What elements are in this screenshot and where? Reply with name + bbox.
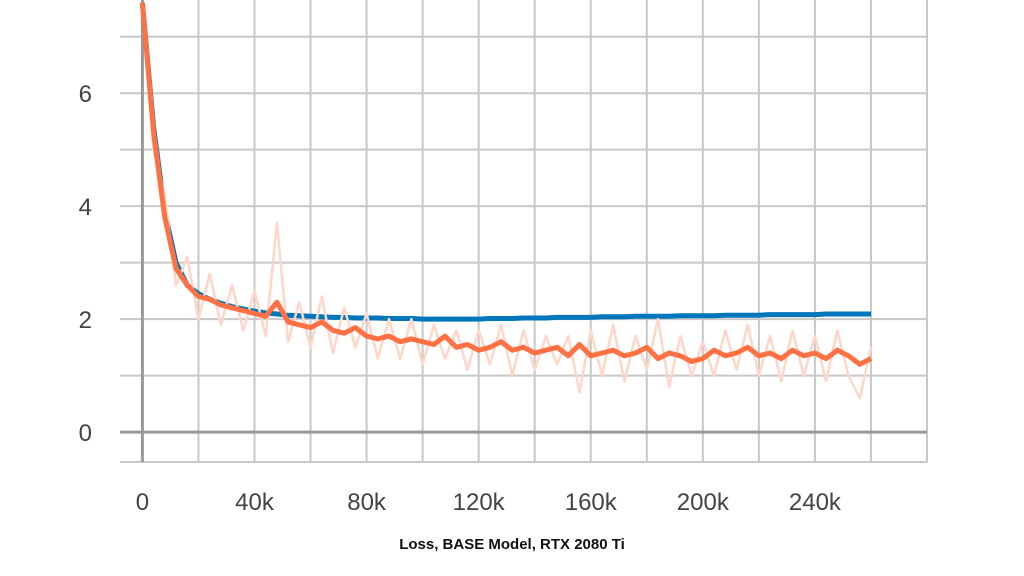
x-tick-label: 80k [347,489,387,516]
tick-labels: 0 40k 80k 120k 160k 200k 240k 0 2 4 6 [79,81,842,516]
y-tick-label: 2 [79,307,92,334]
series-orange-raw [141,2,873,400]
chart-title: Loss, BASE Model, RTX 2080 Ti [399,536,625,553]
x-tick-label: 160k [565,489,618,516]
x-tick-label: 40k [235,489,275,516]
x-tick-label: 120k [453,489,506,516]
x-tick-label: 240k [789,489,842,516]
series-lines [139,2,873,400]
y-tick-label: 6 [79,81,92,108]
y-tick-label: 4 [79,194,92,221]
axes [120,0,927,462]
series-orange [139,2,873,367]
y-tick-label: 0 [79,420,92,447]
x-tick-label: 0 [136,489,149,516]
grid [120,0,928,463]
x-tick-label: 200k [677,489,730,516]
series-blue [139,2,871,322]
